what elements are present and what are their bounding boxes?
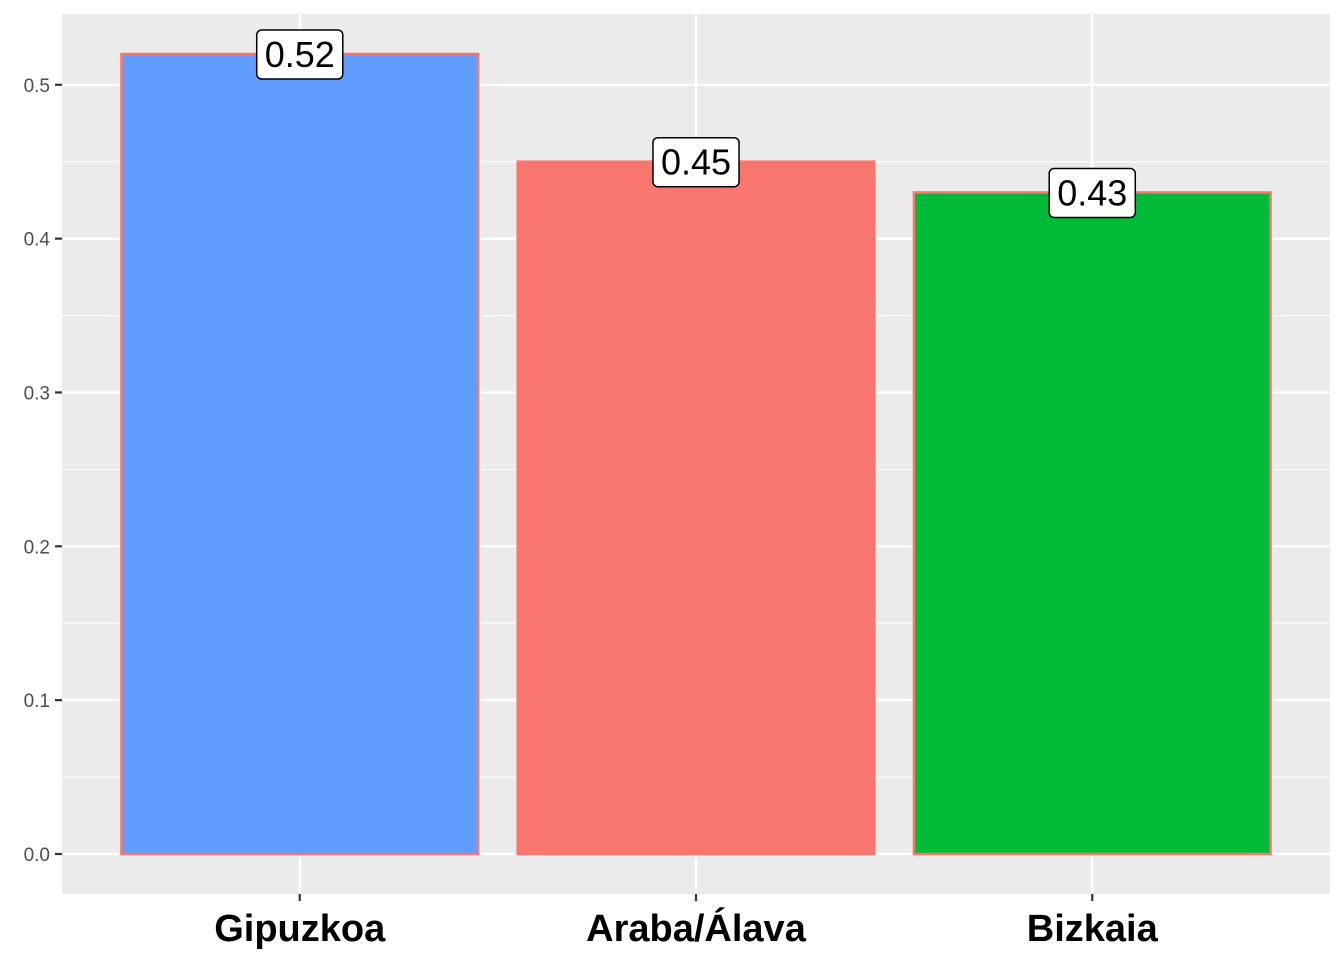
bar-araba-lava <box>516 160 876 856</box>
y-tick-label: 0.0 <box>24 845 50 866</box>
x-axis: Gipuzkoa Araba/Álava Bizkaia <box>214 894 1159 950</box>
data-label-text: 0.52 <box>265 34 335 75</box>
y-tick-label: 0.2 <box>24 537 50 558</box>
bar-gipuzkoa <box>120 52 480 856</box>
data-label: 0.43 <box>1048 167 1137 219</box>
data-label: 0.45 <box>652 136 740 188</box>
data-label-box <box>255 29 344 80</box>
data-label-box <box>652 136 740 188</box>
y-tick-label: 0.4 <box>24 230 51 251</box>
x-tick-label: Gipuzkoa <box>214 908 386 950</box>
data-labels: 0.52 0.45 0.43 <box>255 29 1137 219</box>
y-tick-label: 0.3 <box>24 383 50 404</box>
y-axis: 0.0 0.1 0.2 0.3 0.4 0.5 <box>24 76 62 866</box>
x-tick-label: Bizkaia <box>1027 908 1159 950</box>
y-tick-label: 0.1 <box>24 691 50 712</box>
bar-bizkaia <box>912 191 1272 856</box>
y-tick-label: 0.5 <box>24 76 50 97</box>
data-label-text: 0.45 <box>661 142 731 183</box>
data-label: 0.52 <box>255 29 344 80</box>
data-label-box <box>1048 167 1137 219</box>
bars <box>120 52 1272 856</box>
x-tick-label: Araba/Álava <box>586 906 807 950</box>
data-label-text: 0.43 <box>1057 172 1127 213</box>
